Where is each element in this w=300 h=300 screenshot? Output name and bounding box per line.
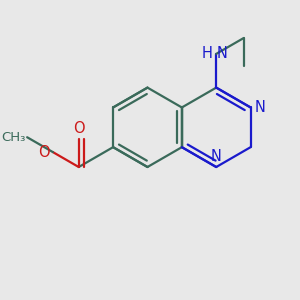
Text: O: O [38, 145, 50, 160]
Text: N: N [254, 100, 265, 115]
Text: N: N [216, 46, 227, 62]
Text: CH₃: CH₃ [1, 131, 25, 144]
Text: N: N [211, 149, 222, 164]
Text: O: O [73, 122, 85, 136]
Text: H: H [202, 46, 212, 62]
